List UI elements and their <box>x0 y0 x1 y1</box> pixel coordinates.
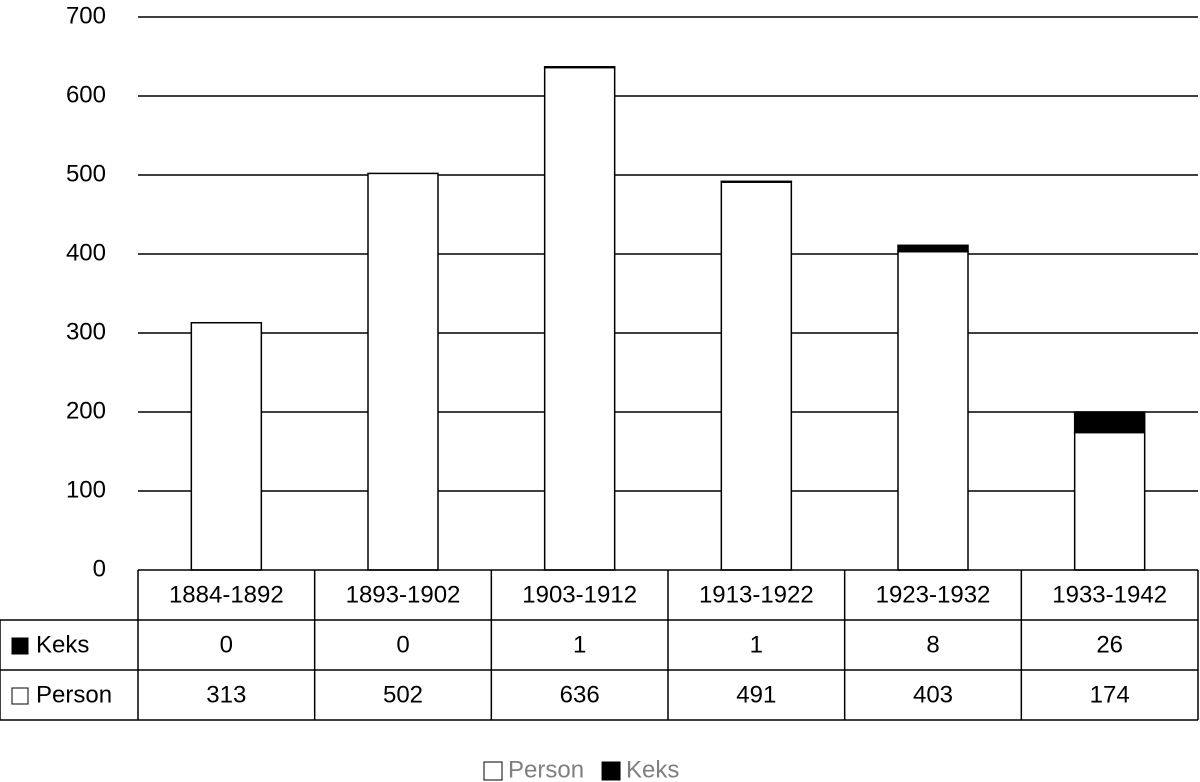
table-cell: 1 <box>573 631 586 658</box>
bar-segment <box>1073 431 1146 571</box>
y-tick-label: 500 <box>66 160 106 187</box>
table-cell: 8 <box>926 631 939 658</box>
x-tick-label: 1903-1912 <box>522 581 637 608</box>
bar-segment <box>720 181 793 571</box>
x-tick-label: 1893-1902 <box>346 581 461 608</box>
x-tick-label: 1913-1922 <box>699 581 814 608</box>
table-cell: 502 <box>383 681 423 708</box>
table-cell: 174 <box>1090 681 1130 708</box>
x-tick-label: 1933-1942 <box>1052 581 1167 608</box>
bar-segment <box>897 250 969 571</box>
table-cell: 0 <box>396 631 409 658</box>
bar-segment <box>1073 411 1146 434</box>
y-tick-label: 400 <box>66 239 106 266</box>
table-cell: 1 <box>750 631 763 658</box>
x-tick-label: 1923-1932 <box>876 581 991 608</box>
table-row-label: Person <box>36 681 112 708</box>
y-tick-label: 200 <box>66 397 106 424</box>
table-legend-key <box>11 687 29 705</box>
bar-segment <box>897 244 969 253</box>
legend-key <box>601 761 621 781</box>
table-cell: 491 <box>736 681 776 708</box>
y-tick-label: 600 <box>66 81 106 108</box>
table-cell: 313 <box>206 681 246 708</box>
table-cell: 0 <box>220 631 233 658</box>
bar-segment <box>543 66 616 69</box>
legend-label: Person <box>508 756 584 782</box>
legend: Person Keks <box>483 756 679 782</box>
table-legend-key <box>11 637 29 655</box>
table-cell: 26 <box>1096 631 1123 658</box>
y-tick-label: 0 <box>93 555 106 582</box>
y-tick-label: 700 <box>66 2 106 29</box>
y-tick-label: 300 <box>66 318 106 345</box>
table-cell: 636 <box>560 681 600 708</box>
y-tick-label: 100 <box>66 476 106 503</box>
bar-segment <box>190 321 263 571</box>
x-tick-label: 1884-1892 <box>169 581 284 608</box>
bar-segment <box>543 66 616 571</box>
table-row-label: Keks <box>36 631 89 658</box>
table-cell: 403 <box>913 681 953 708</box>
bar-segment <box>367 172 439 571</box>
legend-label: Keks <box>626 756 679 782</box>
bar-segment <box>720 180 793 183</box>
legend-key <box>483 761 503 781</box>
